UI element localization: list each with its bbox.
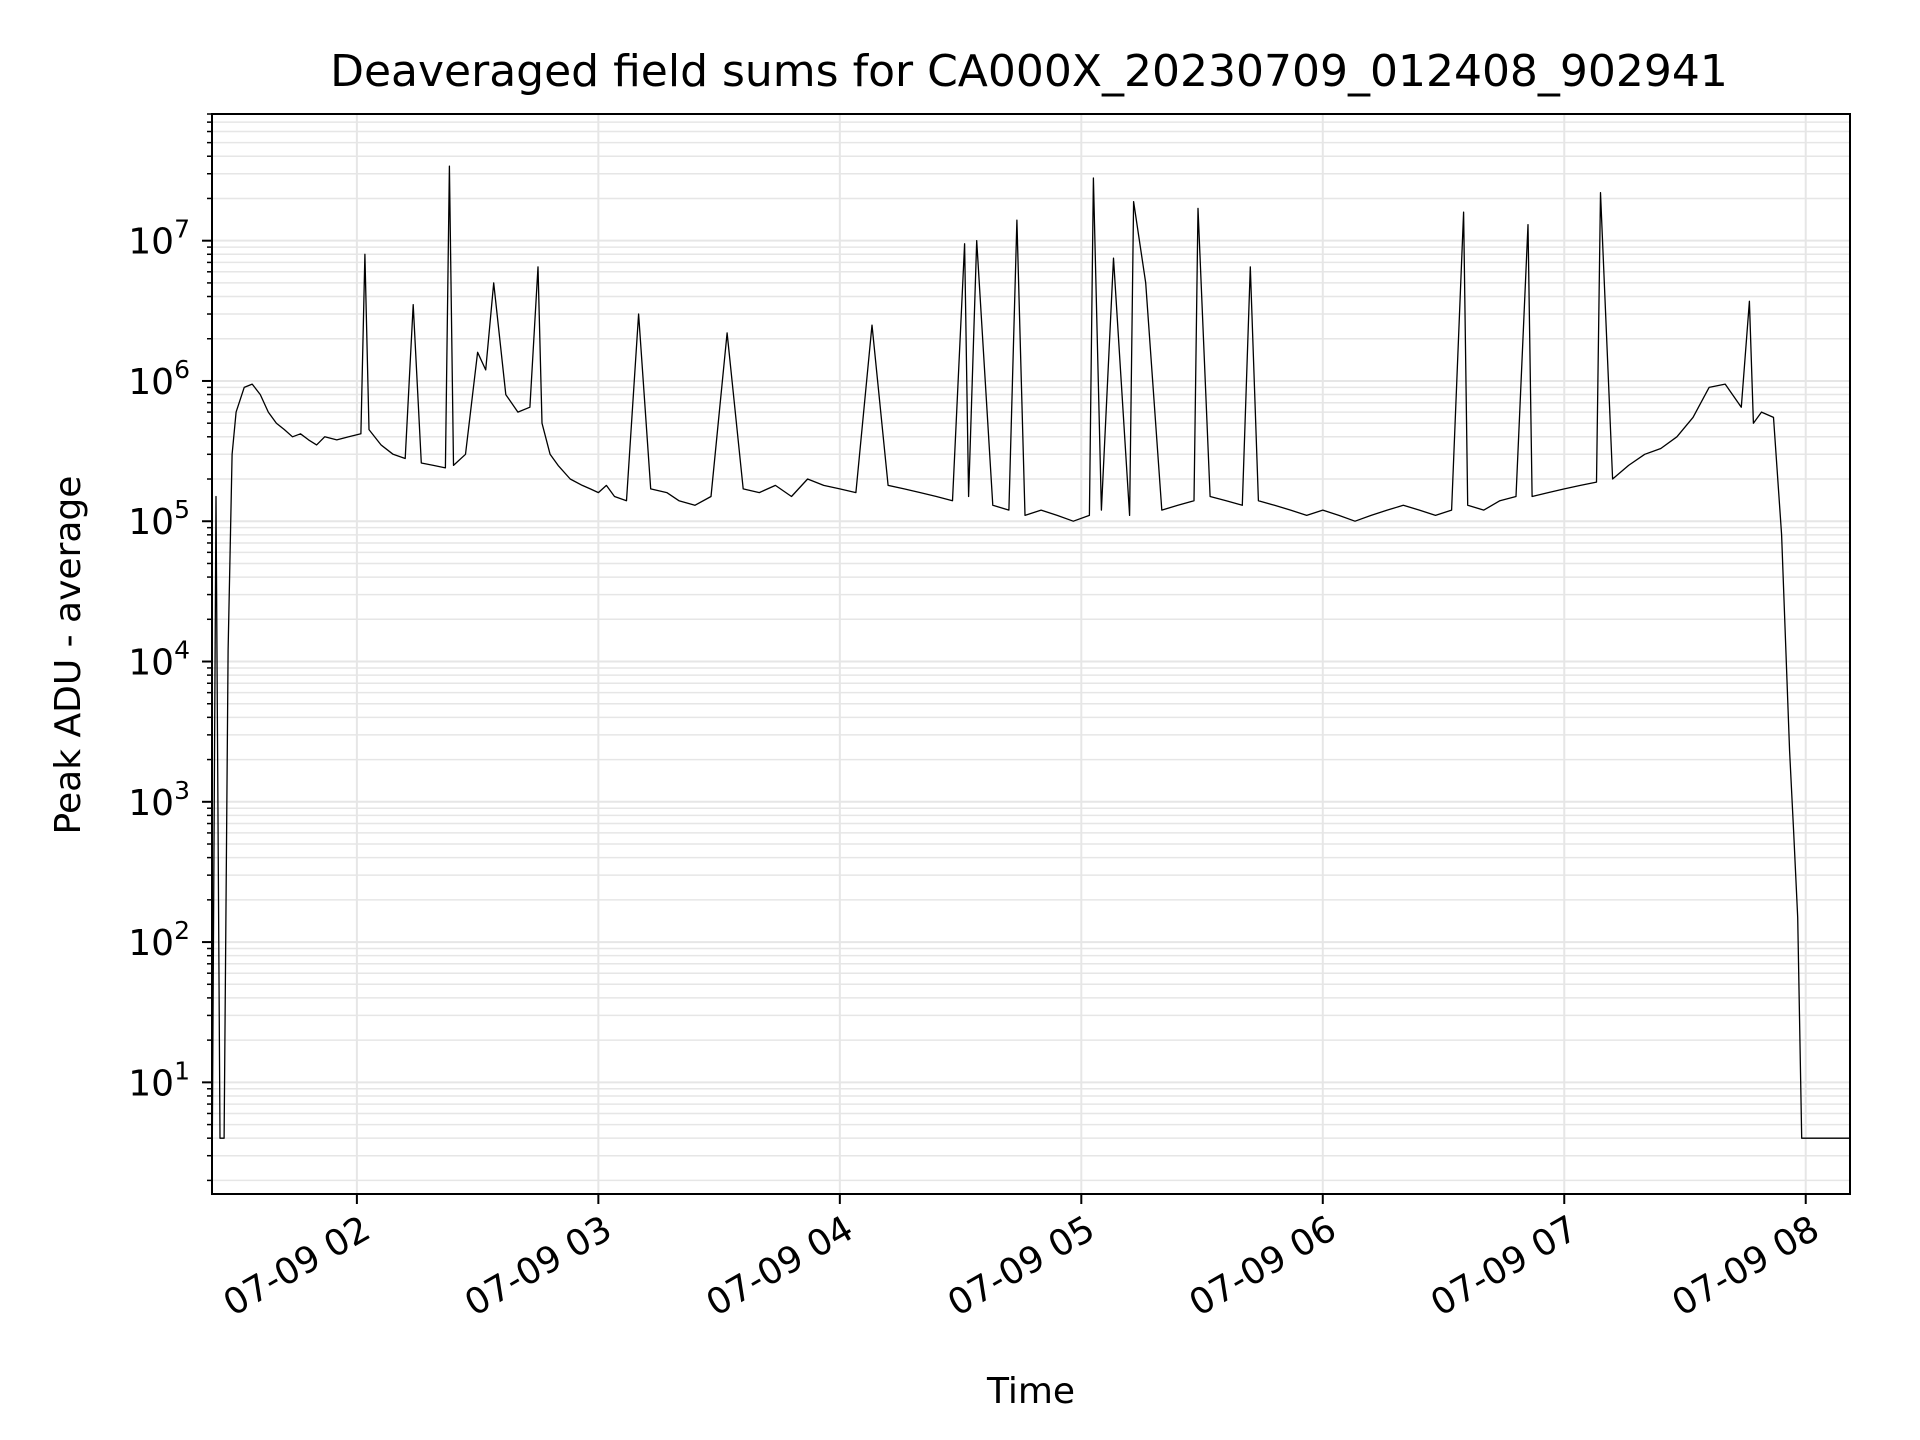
x-tick-label: 07-09 03 bbox=[458, 1208, 619, 1324]
x-tick-label: 07-09 04 bbox=[700, 1208, 861, 1324]
x-tick-label: 07-09 02 bbox=[217, 1208, 378, 1324]
y-tick-label: 105 bbox=[128, 495, 190, 543]
y-tick-label: 107 bbox=[128, 215, 190, 263]
x-tick-label: 07-09 06 bbox=[1183, 1208, 1344, 1324]
grid bbox=[212, 113, 1850, 1194]
y-tick-label: 106 bbox=[128, 355, 190, 403]
x-tick-label: 07-09 05 bbox=[941, 1208, 1102, 1324]
x-tick-label: 07-09 08 bbox=[1666, 1208, 1827, 1324]
y-tick-label: 102 bbox=[128, 916, 190, 964]
series-line bbox=[211, 165, 1850, 1195]
x-axis-label: Time bbox=[986, 1371, 1075, 1412]
y-axis: 101 102 103 104 105 106 107 bbox=[128, 113, 212, 1182]
y-tick-label: 104 bbox=[128, 636, 190, 684]
y-tick-label: 101 bbox=[128, 1056, 190, 1104]
series-layer bbox=[211, 165, 1850, 1195]
x-axis: 07-09 02 07-09 03 07-09 04 07-09 05 07-09 06… bbox=[217, 1194, 1827, 1325]
y-axis-label: Peak ADU - average bbox=[48, 476, 89, 835]
y-tick-label: 103 bbox=[128, 776, 190, 824]
x-tick-label: 07-09 07 bbox=[1424, 1208, 1585, 1324]
plot-frame bbox=[211, 113, 1851, 1195]
chart-title: Deaveraged field sums for CA000X_2023070… bbox=[330, 46, 1728, 97]
